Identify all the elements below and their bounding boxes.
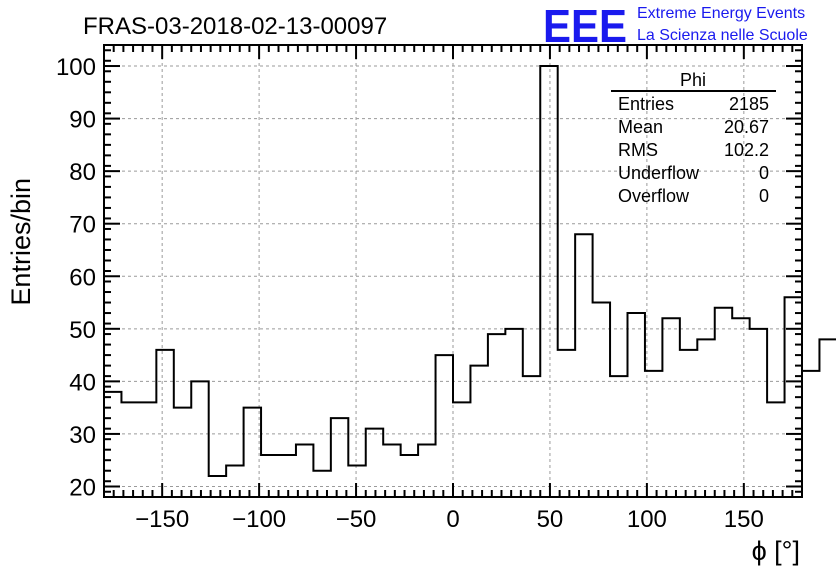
stats-value: 2185 xyxy=(729,94,769,114)
grid-lines xyxy=(104,45,802,497)
histogram-bin xyxy=(296,444,313,497)
plot-frame xyxy=(103,44,803,498)
histogram-bin xyxy=(488,334,505,497)
histogram-bin xyxy=(436,355,453,497)
x-tick-label: 100 xyxy=(627,506,667,533)
y-tick-label: 90 xyxy=(69,107,96,134)
x-tick-label: 0 xyxy=(446,506,459,533)
y-tick-label: 30 xyxy=(69,422,96,449)
histogram-bin xyxy=(802,371,819,497)
histogram-bin xyxy=(593,303,610,497)
stats-label: Overflow xyxy=(618,186,690,206)
stats-label: Mean xyxy=(618,117,663,137)
histogram-bin xyxy=(401,455,418,497)
x-tick-label: −100 xyxy=(232,506,286,533)
histogram-bin xyxy=(121,402,138,497)
histogram-bin xyxy=(558,350,575,497)
histogram-bin xyxy=(226,465,243,497)
stats-value: 20.67 xyxy=(724,117,769,137)
histogram-bin xyxy=(174,408,191,497)
histogram-bin xyxy=(191,381,208,497)
stats-label: Entries xyxy=(618,94,674,114)
histogram-bin xyxy=(628,313,645,497)
stats-label: RMS xyxy=(618,140,658,160)
chart-title: FRAS-03-2018-02-13-00097 xyxy=(83,13,387,40)
histogram-bin xyxy=(715,308,732,497)
histogram-bin xyxy=(418,444,435,497)
histogram-line xyxy=(104,65,836,477)
histogram-bin xyxy=(732,318,749,497)
stats-value: 0 xyxy=(759,163,769,183)
histogram-bin xyxy=(156,350,173,497)
y-tick-label: 60 xyxy=(69,264,96,291)
histogram-bin xyxy=(767,402,784,497)
histogram-bin xyxy=(453,402,470,497)
axis-ticks xyxy=(104,45,802,497)
histogram-bin xyxy=(505,329,522,497)
histogram-bin xyxy=(750,329,767,497)
histogram-bin xyxy=(575,234,592,497)
stats-value: 102.2 xyxy=(724,140,769,160)
logo-line-2: La Scienza nelle Scuole xyxy=(637,27,808,44)
histogram-bin xyxy=(470,366,487,497)
logo-letters: EEE xyxy=(543,0,627,52)
histogram-bin xyxy=(139,402,156,497)
histogram-bin xyxy=(523,376,540,497)
histogram-bin xyxy=(645,371,662,497)
x-tick-label: 150 xyxy=(724,506,764,533)
x-tick-labels: −150 −100 −50 0 50 100 150 xyxy=(135,506,764,533)
histogram-bin xyxy=(331,418,348,497)
x-tick-label: −150 xyxy=(135,506,189,533)
stats-value: 0 xyxy=(759,186,769,206)
y-tick-label: 100 xyxy=(56,54,96,81)
histogram-bin xyxy=(540,66,557,497)
histogram-bin xyxy=(819,339,836,497)
histogram-bin xyxy=(680,350,697,497)
stats-label: Underflow xyxy=(618,163,700,183)
y-tick-label: 20 xyxy=(69,474,96,501)
histogram-bin xyxy=(383,444,400,497)
x-tick-label: −50 xyxy=(336,506,377,533)
y-axis-label: Entries/bin xyxy=(6,178,36,306)
histogram-bin xyxy=(662,318,679,497)
stats-name: Phi xyxy=(680,70,706,90)
x-axis-label: ϕ [°] xyxy=(752,536,800,566)
x-tick-label: 50 xyxy=(537,506,564,533)
y-tick-label: 70 xyxy=(69,212,96,239)
stats-box: Phi Entries 2185 Mean 20.67 RMS 102.2 Underflo… xyxy=(611,70,776,206)
y-tick-label: 40 xyxy=(69,369,96,396)
y-tick-labels: 20 30 40 50 60 70 80 90 100 xyxy=(56,54,96,501)
y-tick-label: 50 xyxy=(69,317,96,344)
eee-logo: EEE Extreme Energy Events La Scienza nel… xyxy=(543,0,808,52)
y-tick-label: 80 xyxy=(69,159,96,186)
logo-line-1: Extreme Energy Events xyxy=(637,5,805,22)
histogram-bin xyxy=(697,339,714,497)
histogram-bin xyxy=(313,471,330,497)
histogram-bin xyxy=(610,376,627,497)
